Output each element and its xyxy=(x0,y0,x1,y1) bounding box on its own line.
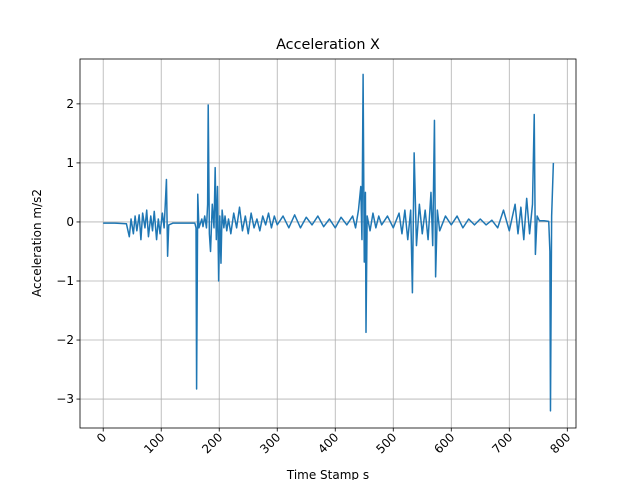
x-tick-label: 200 xyxy=(199,430,225,456)
x-tick-label: 400 xyxy=(315,430,341,456)
x-axis-label: Time Stamp s xyxy=(286,468,369,480)
y-axis-label: Acceleration m/s2 xyxy=(30,189,44,297)
x-tick-label: 800 xyxy=(547,430,573,456)
y-tick-label: −3 xyxy=(56,392,74,406)
x-tick-label: 600 xyxy=(431,430,457,456)
x-tick-label: 0 xyxy=(94,430,109,445)
y-tick-label: 0 xyxy=(66,215,74,229)
x-tick-label: 700 xyxy=(489,430,515,456)
y-tick-label: −2 xyxy=(56,333,74,347)
data-line xyxy=(103,73,555,412)
x-tick-label: 500 xyxy=(373,430,399,456)
y-tick-label: 2 xyxy=(66,97,74,111)
x-tick-label: 300 xyxy=(257,430,283,456)
plot-frame xyxy=(79,58,577,429)
x-tick-label: 100 xyxy=(141,430,167,456)
chart-title: Acceleration X xyxy=(276,37,380,53)
y-tick-label: 1 xyxy=(66,156,74,170)
y-tick-label: −1 xyxy=(56,274,74,288)
